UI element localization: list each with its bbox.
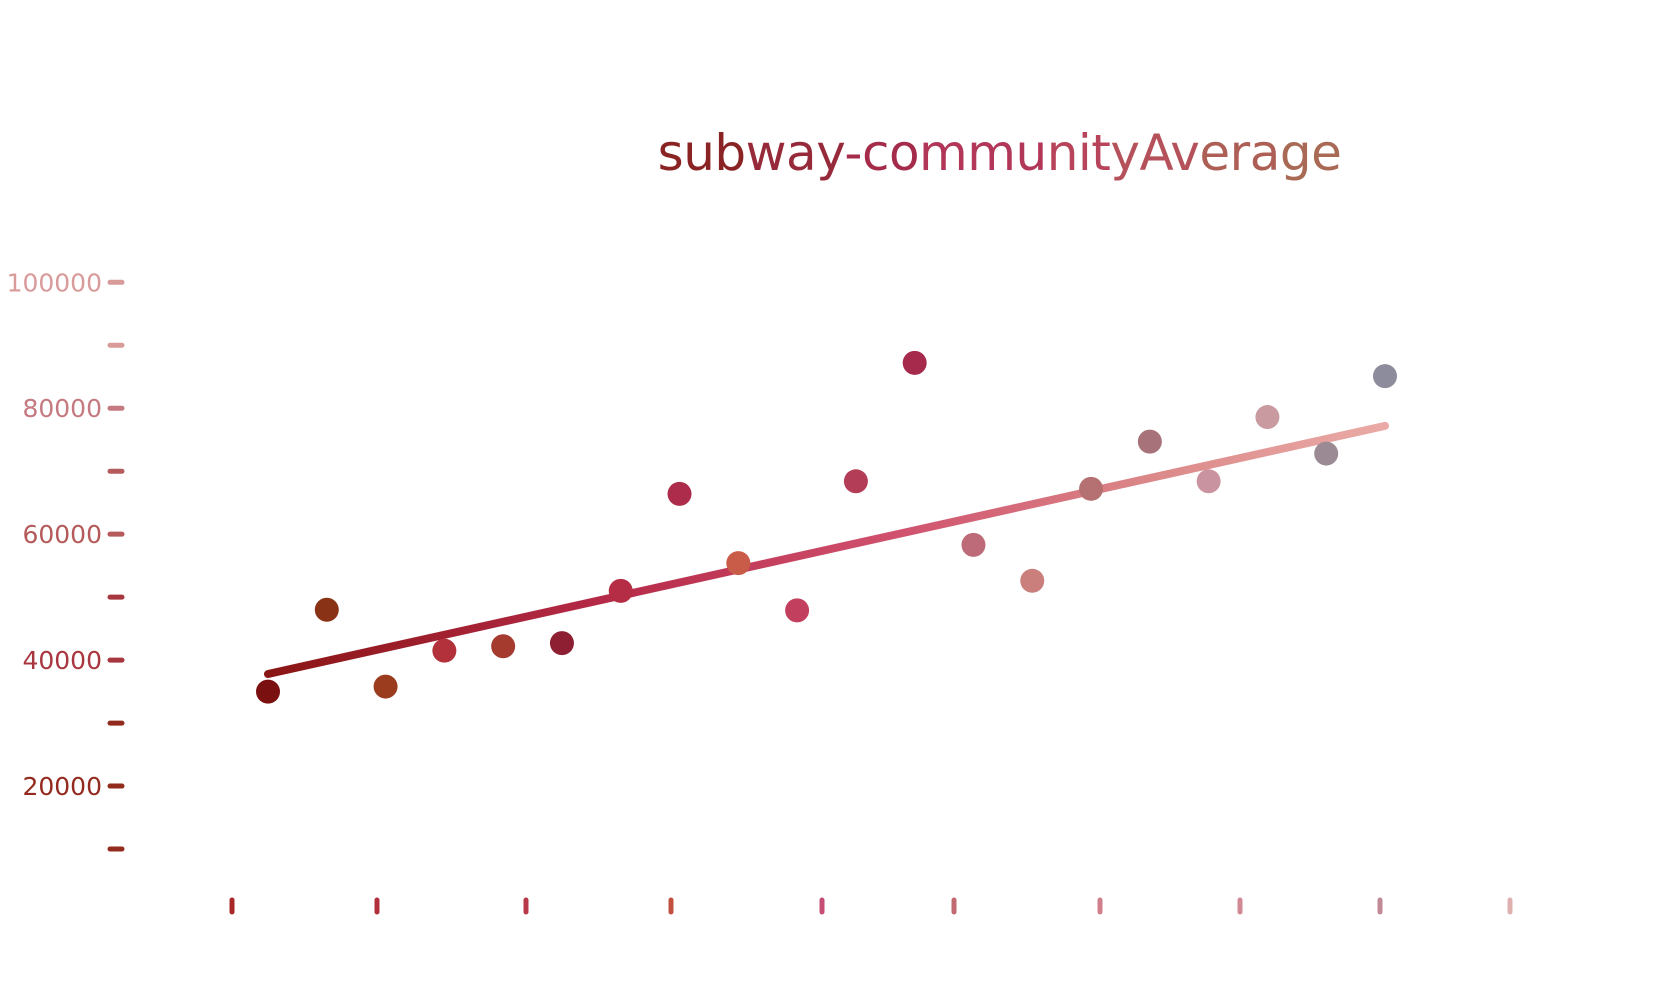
- y-tick-label: 80000: [22, 394, 102, 423]
- data-point: [1196, 469, 1221, 494]
- y-tick-label: 20000: [22, 772, 102, 801]
- data-point: [902, 350, 927, 375]
- data-point: [491, 634, 516, 659]
- data-point: [1314, 441, 1339, 466]
- data-point: [1255, 405, 1280, 430]
- data-point: [549, 631, 574, 656]
- data-point: [432, 638, 457, 663]
- data-point: [726, 551, 751, 576]
- data-point: [373, 674, 398, 699]
- data-point: [785, 598, 810, 623]
- y-tick-label: 60000: [22, 520, 102, 549]
- chart-title: subway-communityAverage: [657, 124, 1342, 182]
- data-point: [961, 532, 986, 557]
- data-point: [314, 597, 339, 622]
- data-point: [843, 469, 868, 494]
- data-point: [1079, 476, 1104, 501]
- data-point: [1020, 568, 1045, 593]
- y-tick-label: 100000: [7, 268, 102, 297]
- data-point: [608, 578, 633, 603]
- data-point: [1137, 429, 1162, 454]
- data-point: [667, 481, 692, 506]
- data-point: [1373, 364, 1397, 389]
- y-tick-label: 40000: [22, 646, 102, 675]
- trend-line: [264, 421, 1389, 678]
- data-point: [256, 679, 280, 704]
